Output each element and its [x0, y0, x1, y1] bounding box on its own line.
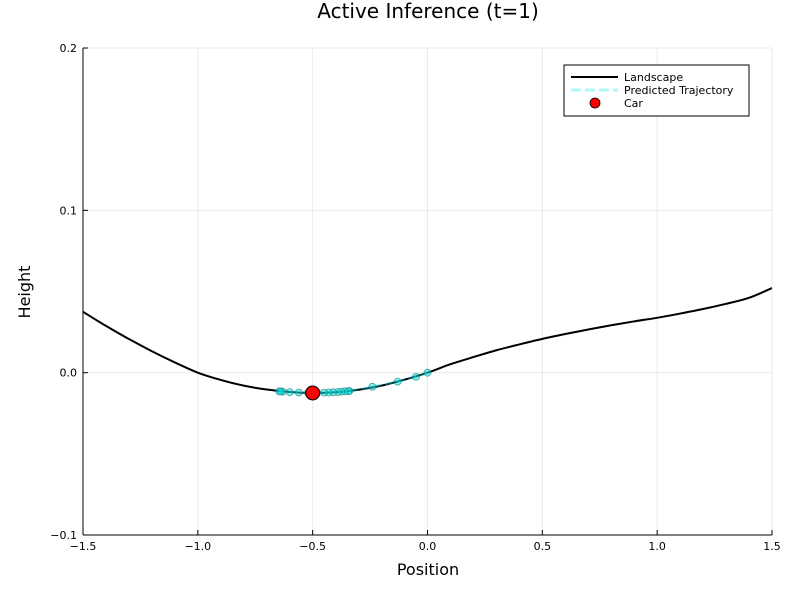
x-axis-ticks: −1.5 −1.0 −0.5 0.0 0.5 1.0 1.5 [70, 530, 781, 553]
trajectory-point [412, 372, 420, 381]
legend-swatch-car [589, 97, 601, 109]
y-axis-ticks: −0.1 0.0 0.1 0.2 [50, 42, 88, 542]
x-tick-label: −1.5 [70, 540, 97, 553]
legend-label-trajectory: Predicted Trajectory [624, 84, 734, 97]
y-tick-label: 0.2 [60, 42, 78, 55]
x-tick-label: −0.5 [299, 540, 326, 553]
trajectory-point [393, 377, 402, 386]
x-axis-label: Position [397, 560, 459, 579]
x-tick-label: −1.0 [184, 540, 211, 553]
trajectory-point [285, 388, 294, 397]
y-tick-label: 0.1 [60, 204, 78, 217]
x-tick-label: 0.5 [534, 540, 552, 553]
legend: Landscape Predicted Trajectory Car [563, 64, 750, 117]
trajectory-point [294, 388, 303, 397]
trajectory-point [276, 387, 285, 396]
trajectory-point [423, 368, 432, 377]
trajectory-point [320, 388, 329, 397]
series-layer [82, 287, 773, 401]
y-axis-label: Height [15, 266, 34, 319]
x-tick-label: 1.0 [648, 540, 666, 553]
x-tick-label: 0.0 [419, 540, 437, 553]
legend-label-landscape: Landscape [624, 71, 683, 84]
y-tick-label: −0.1 [50, 529, 77, 542]
chart-title: Active Inference (t=1) [317, 0, 539, 23]
trajectory-point [368, 382, 377, 391]
y-tick-label: 0.0 [60, 367, 78, 380]
legend-label-car: Car [624, 97, 643, 110]
car-point [305, 385, 321, 401]
x-tick-label: 1.5 [763, 540, 781, 553]
